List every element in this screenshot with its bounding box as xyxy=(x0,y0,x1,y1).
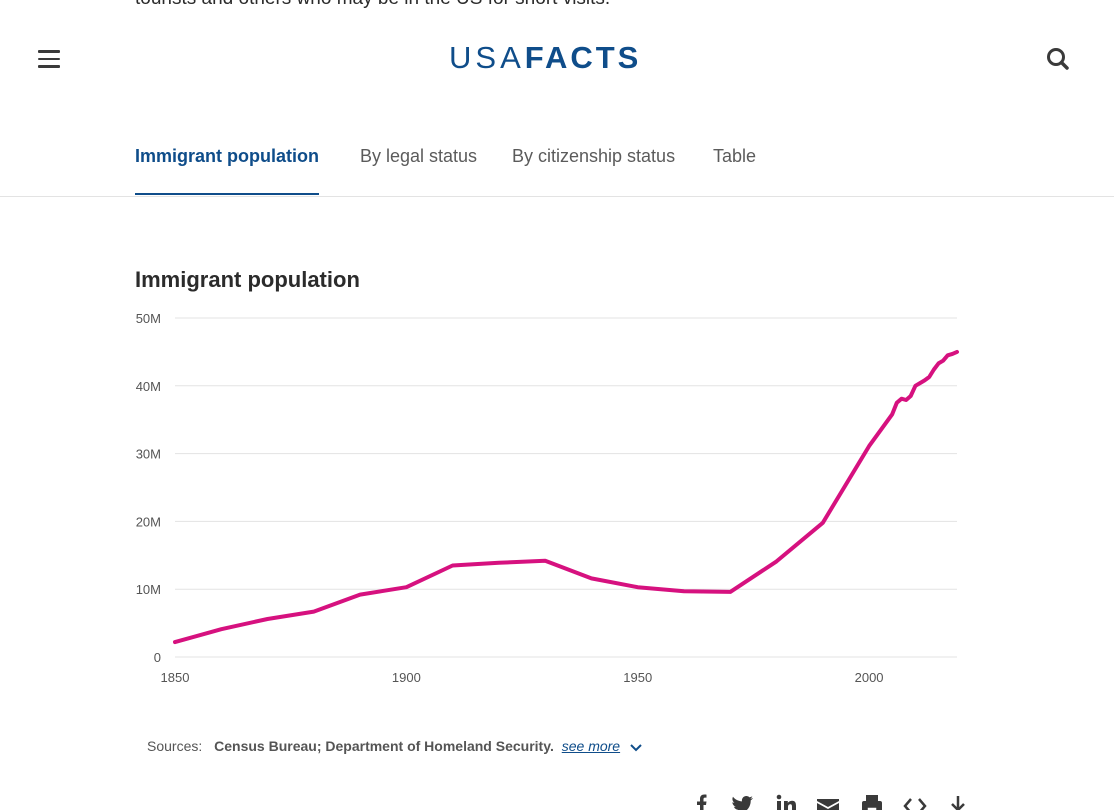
tab-by-citizenship-status[interactable]: By citizenship status xyxy=(512,146,676,166)
sources-value: Census Bureau; Department of Homeland Se… xyxy=(214,738,554,754)
y-tick-label: 10M xyxy=(136,582,161,597)
tab-immigrant-population[interactable]: Immigrant population xyxy=(135,146,319,195)
y-tick-label: 40M xyxy=(136,379,161,394)
logo-text-facts: FACTS xyxy=(524,40,642,75)
email-icon[interactable] xyxy=(816,792,840,810)
see-more-link[interactable]: see more xyxy=(561,738,621,754)
sources: Sources: Census Bureau; Department of Ho… xyxy=(147,738,642,755)
embed-icon[interactable] xyxy=(903,792,927,810)
twitter-icon[interactable] xyxy=(730,792,754,810)
chevron-down-icon[interactable] xyxy=(630,739,642,755)
facebook-icon[interactable] xyxy=(690,792,714,810)
x-tick-label: 2000 xyxy=(855,670,884,685)
y-tick-label: 50M xyxy=(136,311,161,326)
y-tick-label: 0 xyxy=(154,650,161,665)
search-icon[interactable] xyxy=(1045,46,1071,72)
site-header: USAFACTS xyxy=(0,0,1114,110)
print-icon[interactable] xyxy=(860,792,884,810)
tab-by-legal-status[interactable]: By legal status xyxy=(360,146,478,166)
x-tick-label: 1850 xyxy=(161,670,190,685)
tab-table[interactable]: Table xyxy=(713,146,757,166)
menu-icon[interactable] xyxy=(38,50,60,68)
y-tick-label: 30M xyxy=(136,447,161,462)
chart-tabs: Immigrant population By legal status By … xyxy=(0,130,1114,197)
download-icon[interactable] xyxy=(946,792,970,810)
intro-text: tourists and others who may be in the US… xyxy=(135,0,610,10)
line-chart: 0 10M 20M 30M 40M 50M 1850 1900 1950 2000 xyxy=(136,311,959,685)
logo-text-usa: USA xyxy=(449,40,525,75)
chart-title: Immigrant population xyxy=(135,267,360,292)
usafacts-logo[interactable]: USAFACTS xyxy=(449,40,641,76)
y-tick-label: 20M xyxy=(136,514,161,529)
x-tick-label: 1900 xyxy=(392,670,421,685)
series-line xyxy=(173,349,959,645)
sources-label: Sources: xyxy=(147,738,203,754)
linkedin-icon[interactable] xyxy=(774,792,798,810)
x-tick-label: 1950 xyxy=(623,670,652,685)
